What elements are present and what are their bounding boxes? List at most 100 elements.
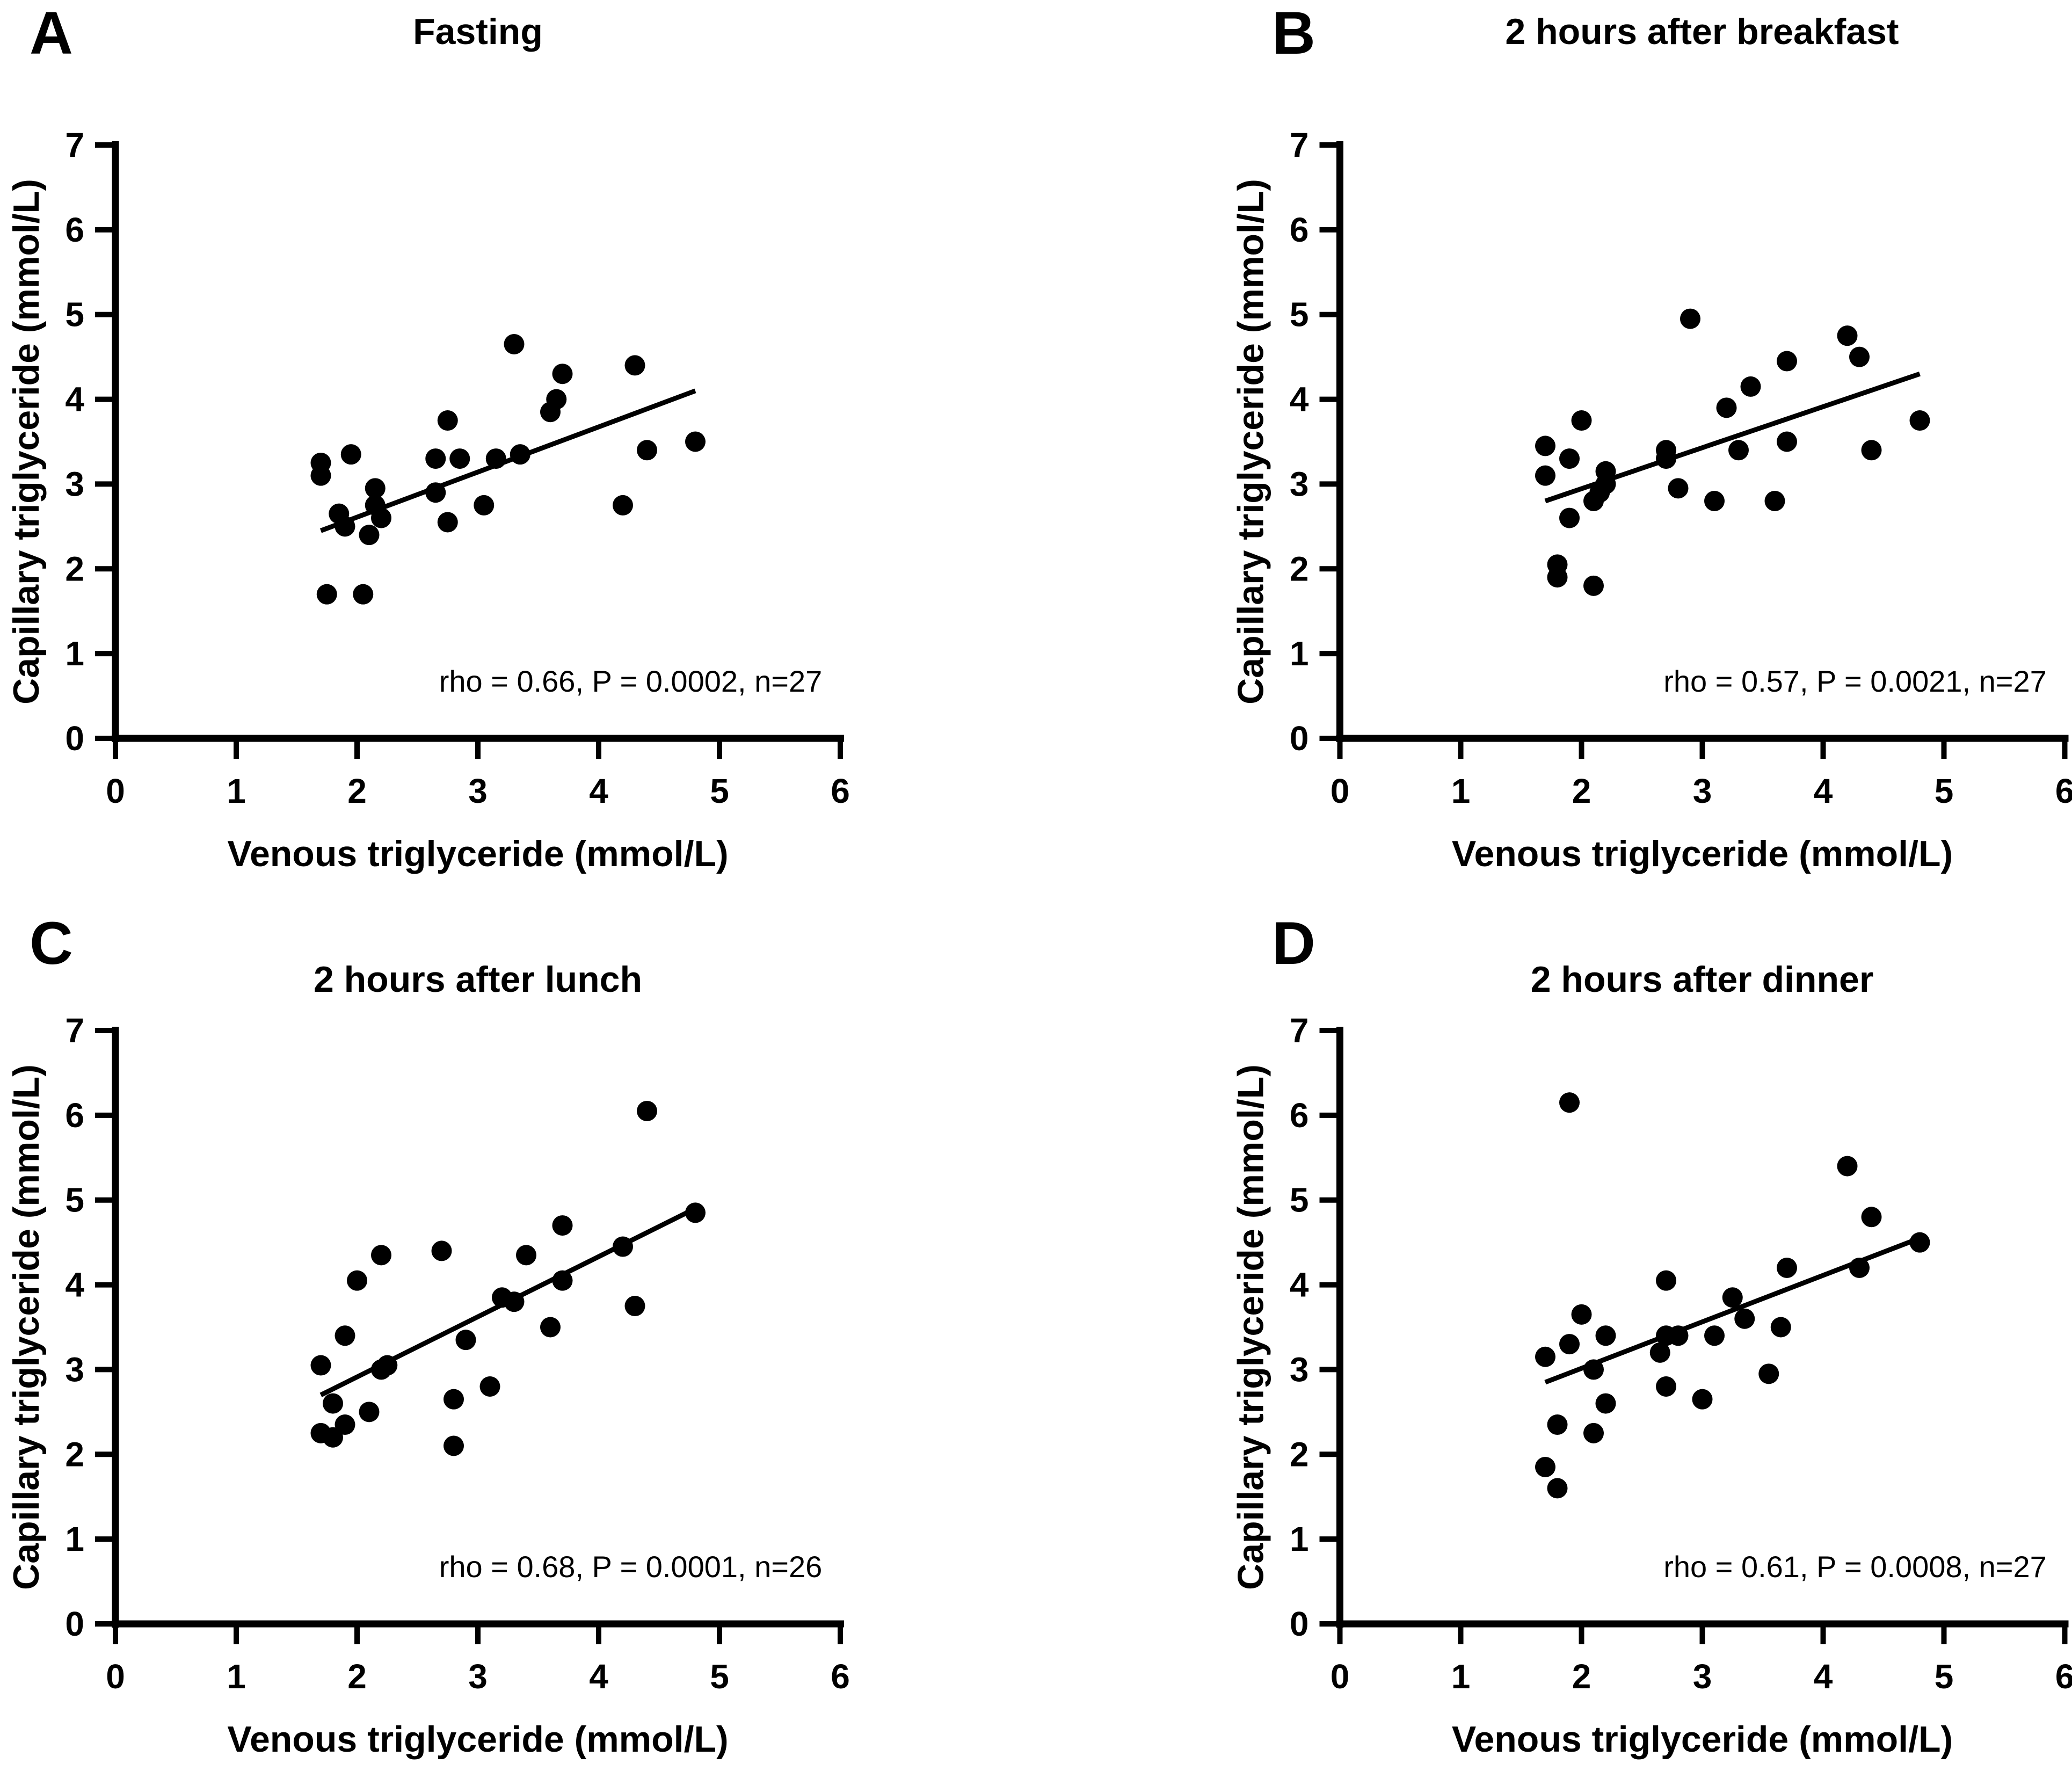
y-tick-label: 5 (1290, 295, 1309, 334)
data-point (1849, 346, 1870, 367)
y-axis-label: Capillary triglyceride (mmol/L) (1231, 179, 1271, 705)
scatter-chart-after-lunch: 0 1 2 3 4 5 6 0 1 2 3 4 5 6 7 Venous triglyceride (mmol… (6, 1011, 850, 1760)
data-point (310, 465, 331, 486)
data-point (449, 448, 470, 469)
data-point (1777, 431, 1797, 452)
data-point (1595, 1393, 1616, 1414)
y-tick-label: 7 (65, 1011, 84, 1050)
x-tick-label: 2 (347, 1657, 367, 1696)
panel-c-after-lunch: C 2 hours after lunch 0 1 2 3 4 5 6 0 1 2 3 4 5 6 7 Ven… (0, 886, 1036, 1771)
data-point (1547, 1478, 1568, 1499)
data-point (613, 1236, 633, 1257)
y-tick-label: 6 (1290, 1096, 1309, 1135)
data-point (685, 431, 706, 452)
data-point (504, 1291, 525, 1312)
x-tick-label: 3 (468, 772, 488, 810)
y-tick-label: 2 (1290, 1435, 1309, 1474)
data-point (552, 364, 573, 384)
x-tick-label: 5 (1935, 1657, 1954, 1696)
stats-annotation: rho = 0.66, P = 0.0002, n=27 (439, 664, 823, 698)
data-point (1704, 491, 1725, 511)
x-axis-label: Venous triglyceride (mmol/L) (1452, 833, 1953, 874)
data-point (1656, 1270, 1676, 1291)
data-point (516, 1245, 536, 1266)
data-point (1837, 325, 1858, 346)
y-axis-label: Capillary triglyceride (mmol/L) (6, 179, 47, 705)
data-point (1559, 448, 1580, 469)
y-tick-label: 6 (1290, 211, 1309, 249)
x-tick-label: 4 (589, 1657, 608, 1696)
data-point (552, 1215, 573, 1236)
panel-title-after-breakfast: 2 hours after breakfast (1505, 11, 1899, 52)
data-point (359, 1402, 380, 1422)
y-tick-label: 1 (1290, 1520, 1309, 1558)
data-point (444, 1389, 464, 1410)
data-point (335, 516, 355, 537)
data-point (510, 444, 530, 465)
data-point (1692, 1389, 1713, 1410)
x-tick-label: 0 (1331, 772, 1350, 810)
y-tick-label: 7 (1290, 126, 1309, 164)
scatter-chart-fasting: 0 1 2 3 4 5 6 0 1 2 3 4 5 6 7 Venous triglyceride (mmol… (6, 126, 850, 874)
data-point (474, 495, 495, 516)
y-tick-label: 0 (1290, 719, 1309, 758)
data-point (431, 1240, 452, 1261)
x-tick-label: 3 (468, 1657, 488, 1696)
data-point (685, 1202, 706, 1223)
panel-letter-d: D (1272, 910, 1315, 977)
data-point (1909, 410, 1930, 431)
y-tick-label: 3 (1290, 464, 1309, 503)
data-point (1740, 376, 1761, 397)
data-point (371, 507, 391, 528)
data-point (1595, 1325, 1616, 1346)
y-tick-label: 3 (65, 1350, 84, 1389)
panel-letter-b: B (1272, 0, 1315, 67)
data-point (316, 584, 337, 605)
y-tick-label: 7 (1290, 1011, 1309, 1050)
data-point (1535, 465, 1555, 486)
x-tick-label: 4 (1814, 772, 1833, 810)
x-tick-label: 5 (1935, 772, 1954, 810)
data-point (1535, 1346, 1555, 1367)
data-point (1777, 351, 1797, 372)
x-tick-label: 1 (1451, 772, 1471, 810)
data-point (377, 1355, 398, 1376)
data-point (353, 584, 374, 605)
x-tick-label: 5 (710, 772, 729, 810)
y-tick-label: 3 (65, 464, 84, 503)
data-point (1680, 308, 1700, 329)
y-tick-label: 5 (65, 1181, 84, 1220)
y-tick-label: 3 (1290, 1350, 1309, 1389)
data-point (1909, 1232, 1930, 1253)
x-tick-label: 2 (1572, 772, 1591, 810)
x-tick-label: 2 (347, 772, 367, 810)
panel-d-after-dinner: D 2 hours after dinner 0 1 2 3 4 5 6 0 1 2 3 4 5 6 7 Ve… (1036, 886, 2072, 1771)
data-point (1583, 1359, 1604, 1380)
data-point (552, 1270, 573, 1291)
stats-annotation: rho = 0.61, P = 0.0008, n=27 (1663, 1550, 2047, 1584)
panel-letter-c: C (30, 910, 73, 977)
data-point (1770, 1317, 1791, 1338)
y-tick-label: 0 (1290, 1605, 1309, 1643)
x-axis-label: Venous triglyceride (mmol/L) (1452, 1719, 1953, 1760)
data-point (1704, 1325, 1725, 1346)
y-tick-label: 7 (65, 126, 84, 164)
y-axis-label: Capillary triglyceride (mmol/L) (6, 1064, 47, 1590)
data-point (504, 333, 525, 354)
data-point (1649, 1342, 1670, 1363)
data-point (1849, 1258, 1870, 1278)
x-tick-label: 6 (2055, 1657, 2072, 1696)
data-point (1535, 1456, 1555, 1477)
data-point (540, 1317, 561, 1338)
data-point (624, 1296, 645, 1317)
y-tick-label: 2 (1290, 549, 1309, 588)
data-point (444, 1435, 464, 1456)
y-axis-label: Capillary triglyceride (mmol/L) (1231, 1064, 1271, 1590)
stats-annotation: rho = 0.68, P = 0.0001, n=26 (439, 1550, 823, 1584)
data-point (1734, 1308, 1755, 1329)
data-point (1583, 1422, 1604, 1443)
y-tick-label: 4 (65, 1266, 84, 1304)
data-point (359, 525, 380, 546)
y-tick-label: 5 (65, 295, 84, 334)
